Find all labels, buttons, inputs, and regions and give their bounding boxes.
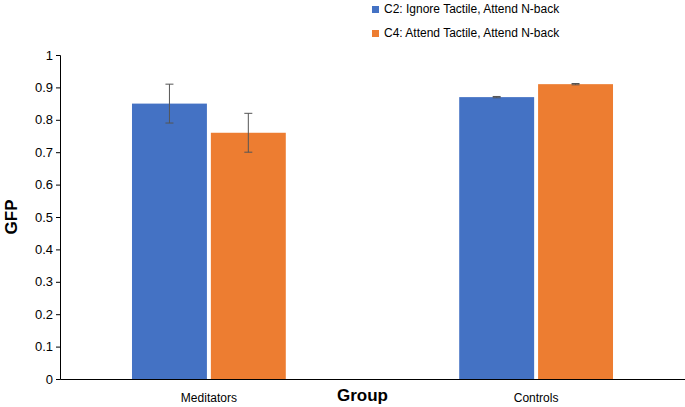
error-bar-cap: [493, 96, 501, 97]
error-bar: [244, 113, 252, 152]
y-axis-line: [56, 56, 61, 380]
error-bar-stem: [248, 113, 249, 152]
error-bar-stem: [169, 84, 170, 123]
y-tick-label: 0.9: [35, 80, 53, 95]
y-tick: 0.3: [35, 274, 60, 289]
chart: 0 0.1 0.2 0.3 0.4 0.5 0.6 0.7 0.8 0.9 1 Meditators C…: [0, 0, 685, 407]
y-tick: 0.1: [35, 339, 60, 354]
y-tick: 0.7: [35, 145, 60, 160]
error-bar-cap: [244, 113, 252, 114]
legend-item: C4: Attend Tactile, Attend N-back: [372, 26, 560, 40]
y-tick-label: 0: [46, 372, 53, 387]
error-bar: [165, 84, 173, 123]
x-axis: Meditators Controls: [61, 379, 685, 405]
legend-label: C2: Ignore Tactile, Attend N-back: [384, 2, 560, 16]
y-tick-label: 1: [46, 48, 53, 63]
y-tick: 0.2: [35, 307, 60, 322]
error-bar: [572, 84, 580, 85]
error-bar: [493, 96, 501, 97]
error-bar-cap: [572, 83, 580, 84]
series: [132, 84, 534, 379]
legend: C2: Ignore Tactile, Attend N-back C4: Att…: [372, 2, 560, 40]
series: [211, 84, 613, 379]
y-tick-label: 0.5: [35, 210, 53, 225]
y-tick-mark: [56, 314, 60, 315]
y-tick: 1: [46, 48, 60, 63]
bar: [211, 133, 286, 379]
bar: [132, 104, 207, 379]
y-tick: 0: [46, 372, 60, 387]
x-tick: Controls: [514, 379, 559, 405]
x-tick: Meditators: [181, 379, 237, 405]
y-tick-label: 0.7: [35, 145, 53, 160]
y-tick: 0.5: [35, 210, 60, 225]
legend-swatch: [372, 30, 379, 37]
y-tick-label: 0.2: [35, 307, 53, 322]
y-tick-label: 0.1: [35, 339, 53, 354]
y-axis: 0 0.1 0.2 0.3 0.4 0.5 0.6 0.7 0.8 0.9 1: [35, 48, 61, 387]
y-tick: 0.4: [35, 242, 60, 257]
y-tick-label: 0.3: [35, 274, 53, 289]
x-tick-label: Meditators: [181, 391, 237, 405]
y-tick-mark: [56, 185, 60, 186]
y-tick-mark: [56, 217, 60, 218]
y-tick-mark: [56, 347, 60, 348]
y-tick: 0.9: [35, 80, 60, 95]
y-tick-label: 0.8: [35, 112, 53, 127]
y-tick: 0.6: [35, 177, 60, 192]
legend-swatch: [372, 6, 379, 13]
y-tick-mark: [56, 249, 60, 250]
legend-item: C2: Ignore Tactile, Attend N-back: [372, 2, 560, 16]
error-bar-cap: [493, 97, 501, 98]
y-tick-mark: [56, 55, 60, 56]
x-axis-title: Group: [337, 386, 388, 405]
x-tick-label: Controls: [514, 391, 559, 405]
y-tick-mark: [56, 152, 60, 153]
y-tick: 0.8: [35, 112, 60, 127]
y-tick-mark: [56, 120, 60, 121]
bar: [538, 84, 613, 379]
y-tick-mark: [56, 87, 60, 88]
y-tick-mark: [56, 379, 60, 380]
y-tick-mark: [56, 282, 60, 283]
y-axis-title: GFP: [2, 200, 21, 235]
y-tick-label: 0.4: [35, 242, 53, 257]
bars: [132, 84, 613, 379]
error-bar-cap: [244, 152, 252, 153]
legend-label: C4: Attend Tactile, Attend N-back: [384, 26, 560, 40]
bar: [459, 97, 534, 379]
error-bar-cap: [572, 84, 580, 85]
x-axis-line: [61, 379, 685, 380]
y-tick-label: 0.6: [35, 177, 53, 192]
plot: 0 0.1 0.2 0.3 0.4 0.5 0.6 0.7 0.8 0.9 1 Meditators C…: [35, 48, 685, 405]
error-bar-cap: [165, 123, 173, 124]
error-bar-cap: [165, 84, 173, 85]
